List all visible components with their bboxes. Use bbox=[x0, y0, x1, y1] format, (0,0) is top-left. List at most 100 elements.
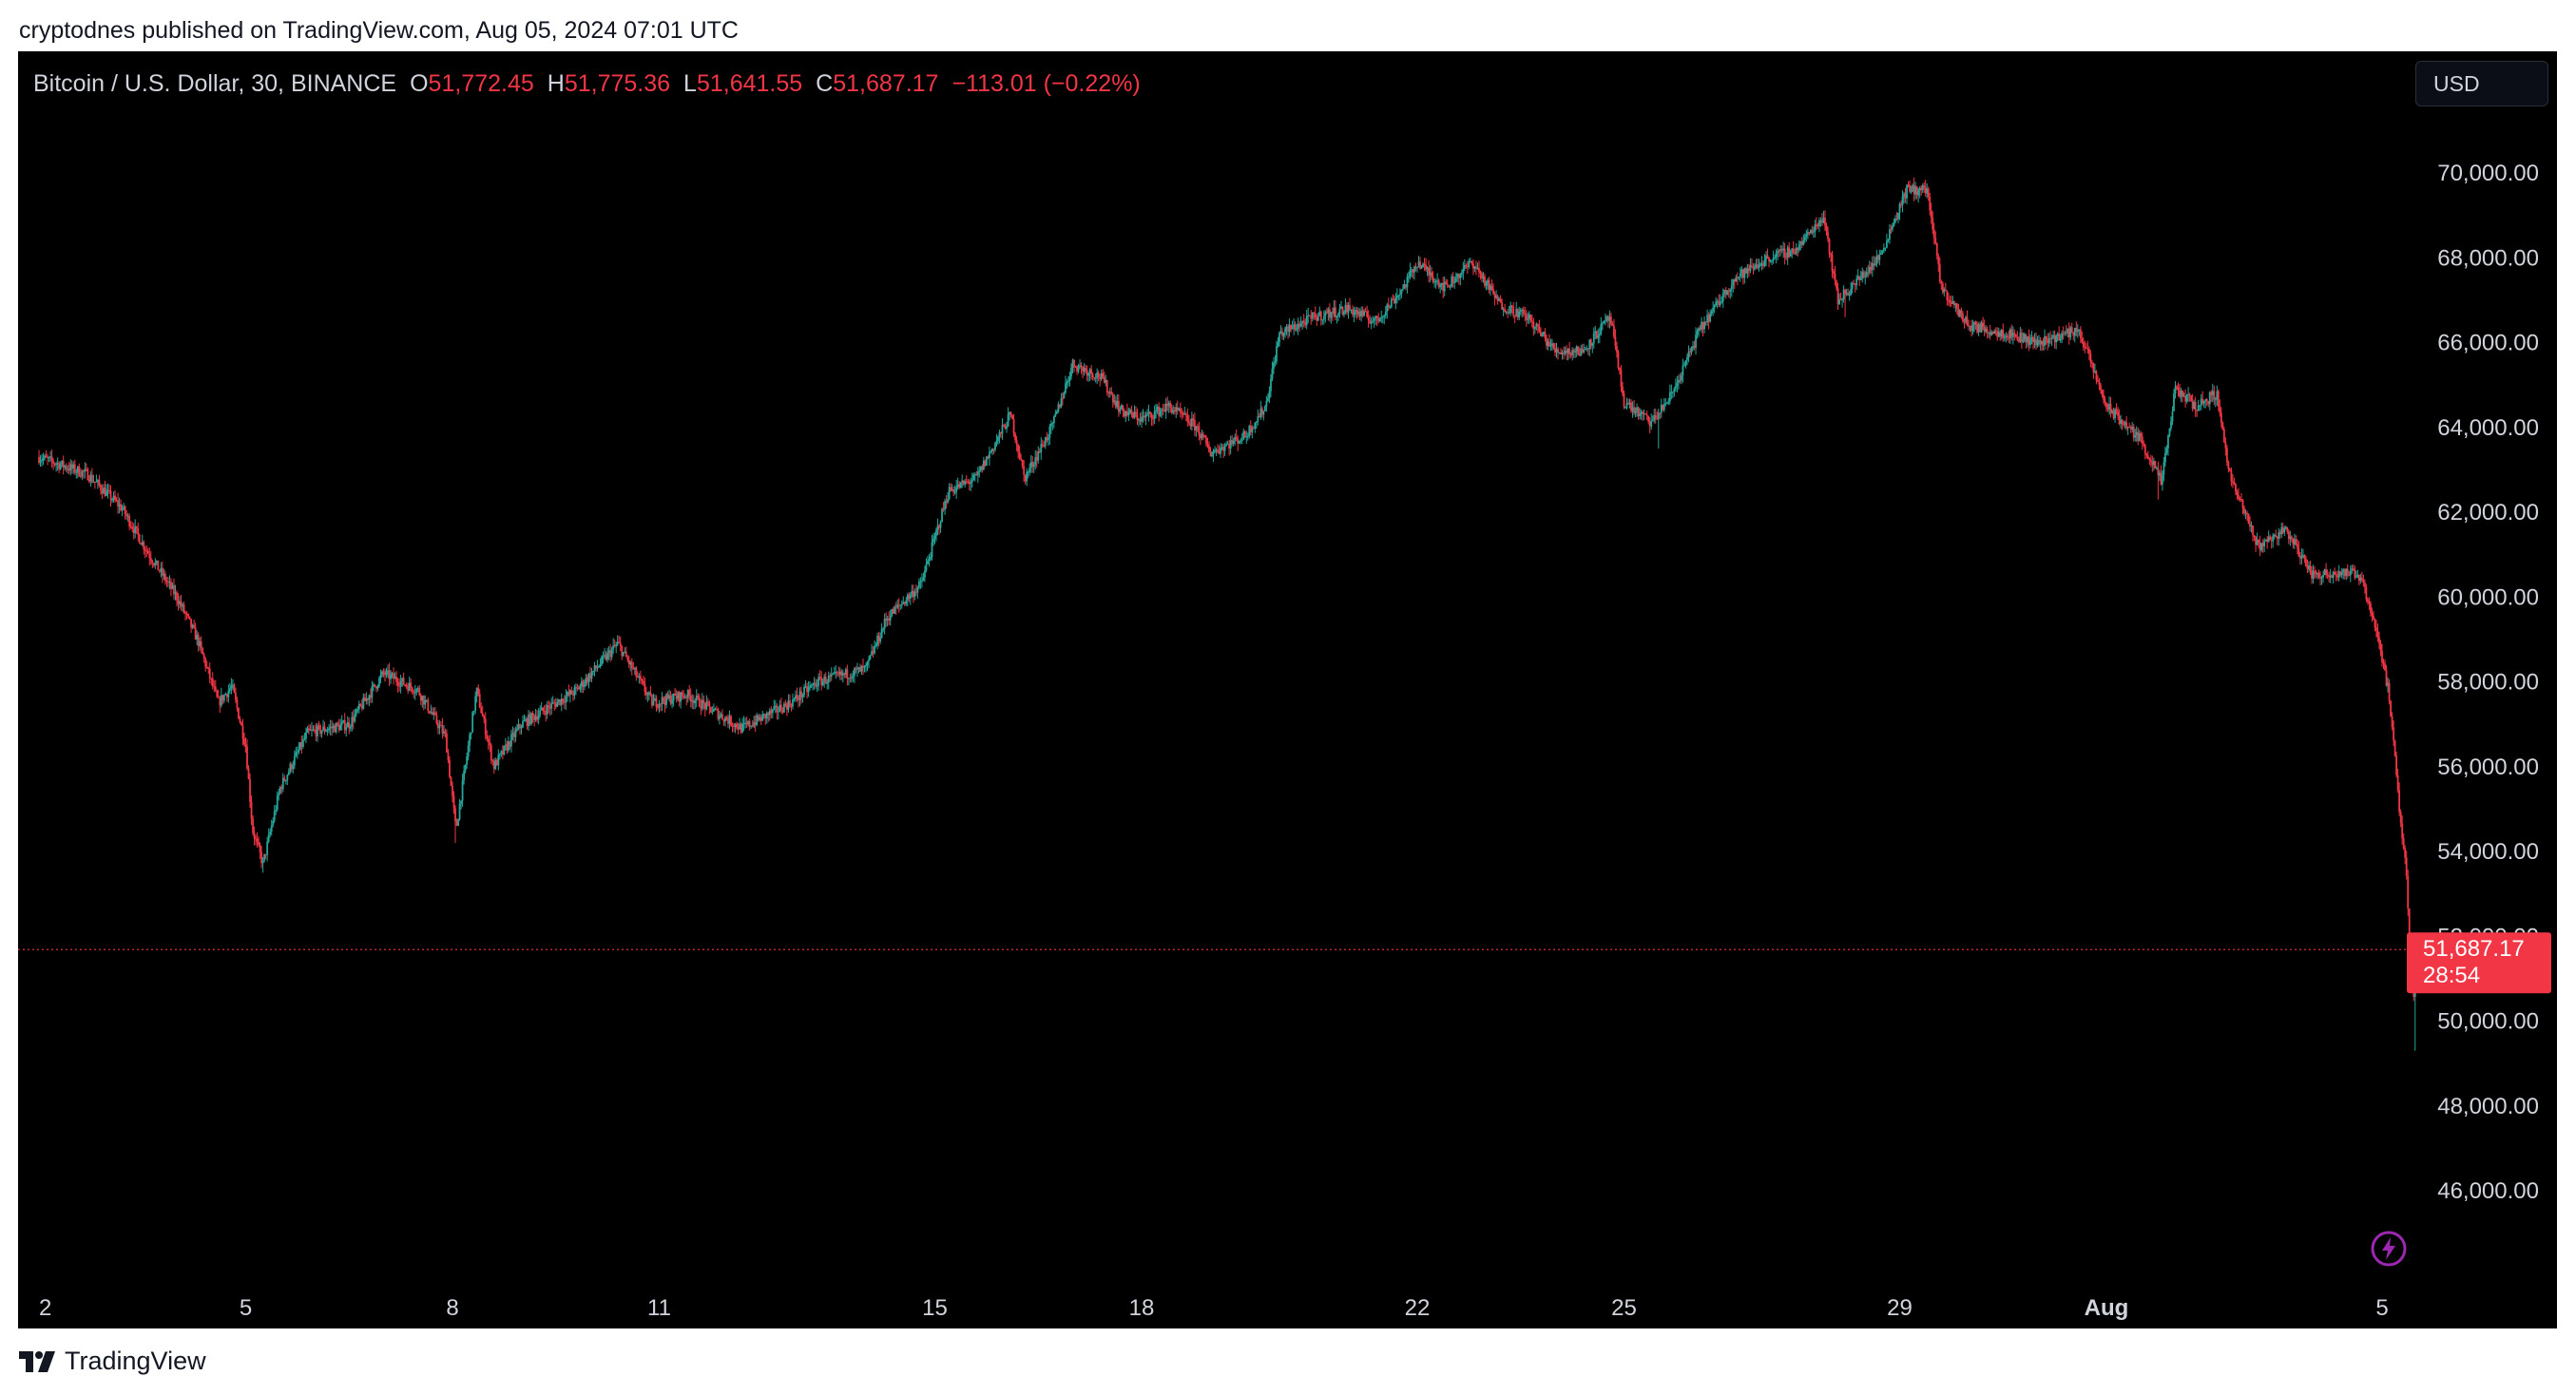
candle bbox=[1267, 393, 1269, 402]
symbol-label[interactable]: Bitcoin / U.S. Dollar, 30, BINANCE bbox=[33, 70, 397, 97]
candle bbox=[1631, 401, 1634, 418]
candle bbox=[1704, 321, 1707, 326]
candle bbox=[2278, 529, 2281, 540]
candle bbox=[2309, 561, 2312, 575]
candle bbox=[217, 689, 220, 698]
candle bbox=[689, 688, 692, 708]
candle bbox=[1049, 420, 1052, 434]
candle bbox=[111, 498, 113, 504]
candle bbox=[152, 563, 155, 568]
candle bbox=[880, 622, 883, 639]
candle bbox=[1881, 250, 1884, 256]
candle bbox=[1023, 459, 1026, 483]
candle bbox=[1757, 258, 1759, 271]
candle bbox=[1488, 277, 1490, 294]
candle bbox=[1246, 432, 1249, 441]
candle bbox=[885, 612, 888, 627]
candle bbox=[1997, 327, 2000, 337]
candle bbox=[607, 645, 610, 660]
candle bbox=[355, 708, 357, 717]
candle bbox=[2049, 331, 2051, 345]
candle bbox=[235, 687, 237, 703]
candle bbox=[1845, 288, 1848, 296]
candle bbox=[859, 663, 861, 672]
candle bbox=[1817, 222, 1819, 229]
candle bbox=[1197, 423, 1199, 432]
candle bbox=[2275, 529, 2278, 538]
candle bbox=[994, 441, 996, 452]
candle bbox=[1557, 347, 1559, 360]
candle bbox=[906, 592, 909, 607]
candle bbox=[378, 676, 380, 688]
candle bbox=[213, 679, 216, 693]
candle bbox=[1791, 247, 1794, 258]
candle bbox=[167, 576, 169, 588]
candle bbox=[1007, 407, 1009, 428]
candle bbox=[824, 672, 827, 685]
candle bbox=[474, 691, 477, 715]
candle bbox=[1982, 316, 1985, 331]
candle bbox=[487, 736, 490, 750]
candle bbox=[1024, 474, 1027, 485]
candle bbox=[342, 719, 345, 724]
candle bbox=[932, 532, 934, 546]
candle bbox=[1986, 326, 1989, 339]
candle bbox=[962, 480, 965, 487]
lightning-icon[interactable] bbox=[2370, 1230, 2408, 1268]
candle bbox=[1867, 264, 1870, 277]
candle bbox=[1769, 258, 1772, 263]
candle bbox=[1260, 406, 1263, 418]
candle bbox=[803, 683, 805, 698]
candle bbox=[1052, 415, 1055, 429]
candle bbox=[1363, 309, 1366, 317]
candle bbox=[1650, 413, 1653, 430]
candle bbox=[1276, 340, 1278, 365]
candle bbox=[472, 710, 475, 717]
candle bbox=[50, 449, 53, 468]
candle bbox=[1901, 190, 1904, 213]
candle bbox=[1063, 391, 1066, 399]
footer-brand[interactable]: TradingView bbox=[19, 1347, 206, 1376]
candle bbox=[243, 733, 245, 747]
candle bbox=[1451, 274, 1453, 288]
candle bbox=[1684, 360, 1687, 369]
candle bbox=[1175, 403, 1178, 418]
candle bbox=[998, 430, 1001, 444]
candle bbox=[1894, 215, 1896, 224]
candle bbox=[1299, 315, 1302, 328]
candle bbox=[938, 524, 940, 535]
candle bbox=[1129, 408, 1131, 415]
candle bbox=[486, 730, 489, 742]
candle bbox=[1350, 309, 1353, 314]
candle bbox=[308, 724, 310, 736]
candle bbox=[61, 460, 64, 468]
currency-button[interactable]: USD bbox=[2415, 61, 2548, 106]
candlestick-chart[interactable]: 46,000.0048,000.0050,000.0052,000.0054,0… bbox=[18, 51, 2557, 1328]
candle bbox=[997, 435, 999, 446]
candle bbox=[2103, 389, 2105, 405]
candle bbox=[190, 619, 193, 633]
candle bbox=[1102, 369, 1105, 379]
chart-frame[interactable]: 46,000.0048,000.0050,000.0052,000.0054,0… bbox=[18, 51, 2557, 1328]
candle bbox=[1934, 231, 1937, 245]
candle bbox=[959, 482, 962, 489]
candle bbox=[1959, 309, 1961, 318]
candle bbox=[2167, 434, 2169, 456]
candle bbox=[663, 696, 664, 705]
candle bbox=[1032, 461, 1035, 473]
candle bbox=[1307, 307, 1310, 324]
candle bbox=[1278, 331, 1280, 347]
candle bbox=[2272, 532, 2275, 548]
candle bbox=[2104, 395, 2106, 407]
candle bbox=[1070, 363, 1072, 380]
candle bbox=[922, 572, 925, 582]
candle bbox=[336, 721, 339, 727]
candle bbox=[1006, 421, 1008, 433]
candle bbox=[1536, 323, 1539, 334]
candle bbox=[2065, 325, 2067, 336]
candle bbox=[1144, 411, 1145, 422]
candle bbox=[706, 698, 709, 707]
candle bbox=[1252, 426, 1255, 430]
candle bbox=[2405, 850, 2408, 880]
candle bbox=[2225, 445, 2228, 467]
